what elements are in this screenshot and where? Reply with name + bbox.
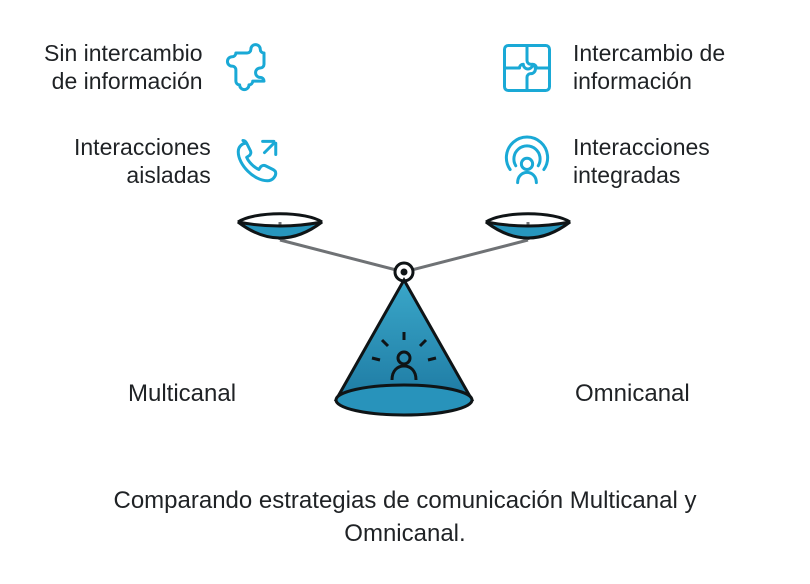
left-feature-1: Sin intercambiode información [44,36,304,100]
puzzle-connected-icon [495,36,559,100]
left-feature-2-label: Interaccionesaisladas [74,134,211,189]
right-feature-1: Intercambio deinformación [495,36,775,100]
puzzle-single-icon [217,36,281,100]
left-title: Multicanal [128,380,236,408]
balance-scale-icon [220,200,590,430]
right-feature-1-label: Intercambio deinformación [573,40,725,95]
left-feature-2: Interaccionesaisladas [74,130,304,194]
infographic-canvas: Sin intercambiode información Interaccio… [0,0,810,584]
right-feature-2: Interaccionesintegradas [495,130,775,194]
caption-text: Comparando estrategias de comunicación M… [0,485,810,550]
person-broadcast-icon [495,130,559,194]
left-feature-1-label: Sin intercambiode información [44,40,203,95]
right-feature-2-label: Interaccionesintegradas [573,134,710,189]
phone-out-icon [225,130,289,194]
right-title: Omnicanal [575,380,690,408]
